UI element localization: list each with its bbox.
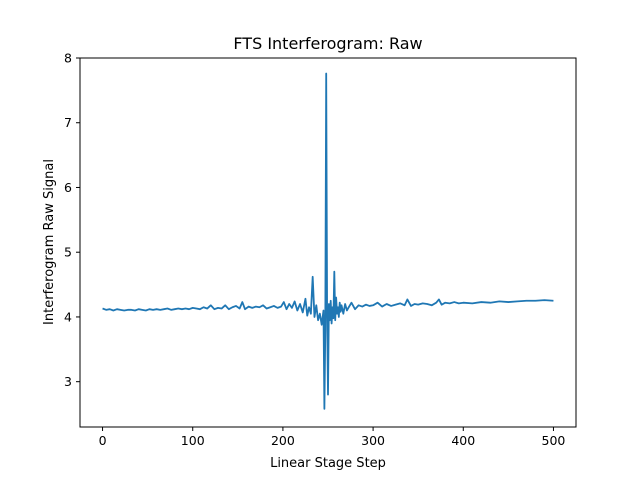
plot-frame xyxy=(79,57,577,428)
x-axis-label: Linear Stage Step xyxy=(270,456,386,471)
y-axis-label: Interferogram Raw Signal xyxy=(42,159,57,325)
y-tick-label-2: 5 xyxy=(64,245,72,260)
series-line-0 xyxy=(102,72,554,410)
y-tick-label-4: 7 xyxy=(64,115,72,130)
x-tick-label-2: 200 xyxy=(271,433,295,448)
y-tick-label-3: 6 xyxy=(64,180,72,195)
y-tick-label-1: 4 xyxy=(64,309,72,324)
x-tick-label-1: 100 xyxy=(181,433,205,448)
y-tick-label-0: 3 xyxy=(64,374,72,389)
x-tick-label-4: 400 xyxy=(451,433,475,448)
y-tick-label-5: 8 xyxy=(64,51,72,66)
axis-ticks: 0 100 200 300 400 500 3 4 5 6 7 8 xyxy=(64,51,565,449)
chart-title: FTS Interferogram: Raw xyxy=(233,34,422,53)
x-tick-label-0: 0 xyxy=(99,433,107,448)
x-tick-label-5: 500 xyxy=(542,433,566,448)
plot-area xyxy=(102,72,554,410)
x-tick-label-3: 300 xyxy=(361,433,385,448)
